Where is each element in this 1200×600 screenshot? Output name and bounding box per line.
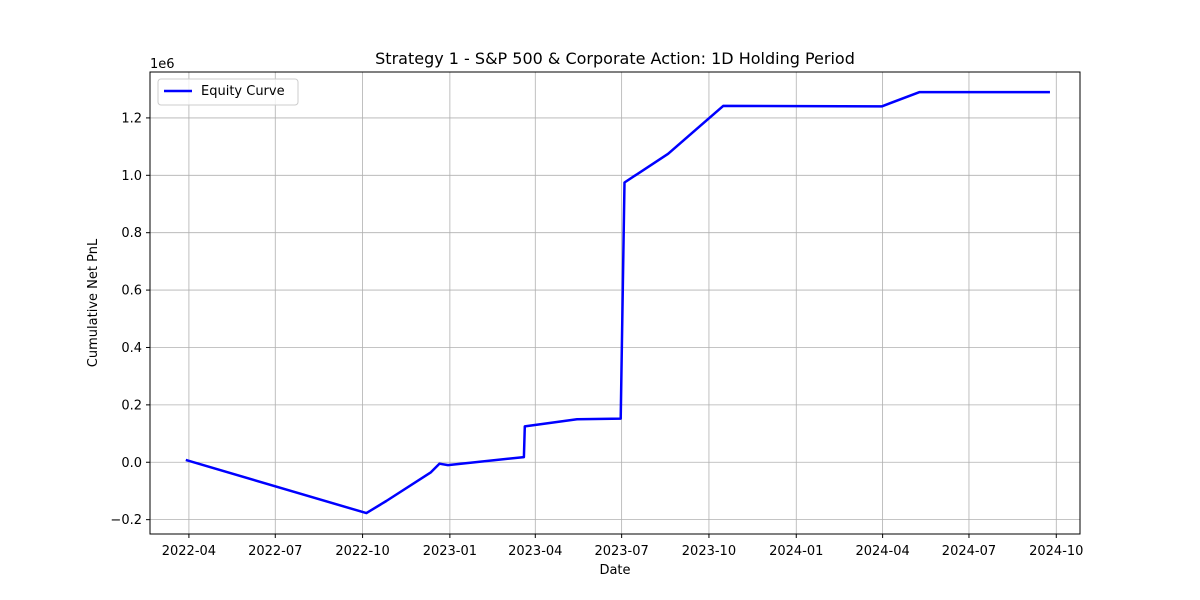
grid: [150, 72, 1080, 534]
y-scale-label: 1e6: [150, 57, 175, 72]
x-axis-title: Date: [599, 563, 630, 578]
x-tick-label: 2024-10: [1029, 544, 1083, 559]
legend-label: Equity Curve: [201, 84, 285, 99]
y-tick-label: 0.0: [121, 456, 142, 471]
y-tick-label: 0.4: [121, 341, 142, 356]
x-axis-ticks: 2022-04 2022-07 2022-10 2023-01 2023-04 2023-…: [162, 534, 1083, 559]
x-tick-label: 2023-04: [508, 544, 562, 559]
y-axis-ticks: −0.2 0.0 0.2 0.4 0.6 0.8 1.0 1.2: [110, 111, 150, 528]
x-tick-label: 2023-01: [423, 544, 477, 559]
x-tick-label: 2023-10: [682, 544, 736, 559]
y-tick-label: 0.6: [121, 284, 142, 299]
plot-frame: [149, 71, 1081, 535]
x-tick-label: 2024-07: [942, 544, 996, 559]
y-tick-label: 0.2: [121, 398, 142, 413]
x-tick-label: 2022-04: [162, 544, 216, 559]
x-tick-label: 2022-07: [248, 544, 302, 559]
y-tick-label: −0.2: [110, 513, 142, 528]
y-axis-title: Cumulative Net PnL: [86, 238, 101, 367]
x-tick-label: 2022-10: [335, 544, 389, 559]
legend: Equity Curve: [157, 78, 299, 106]
y-tick-label: 0.8: [121, 226, 142, 241]
series-layer: [185, 90, 1050, 515]
chart-title: Strategy 1 - S&P 500 & Corporate Action:…: [375, 49, 855, 68]
y-tick-label: 1.0: [121, 169, 142, 184]
legend-box: [157, 78, 299, 106]
x-tick-label: 2023-07: [594, 544, 648, 559]
x-tick-label: 2024-01: [769, 544, 823, 559]
equity-curve-line: [185, 90, 1050, 515]
x-tick-label: 2024-04: [855, 544, 909, 559]
y-tick-label: 1.2: [121, 111, 142, 126]
